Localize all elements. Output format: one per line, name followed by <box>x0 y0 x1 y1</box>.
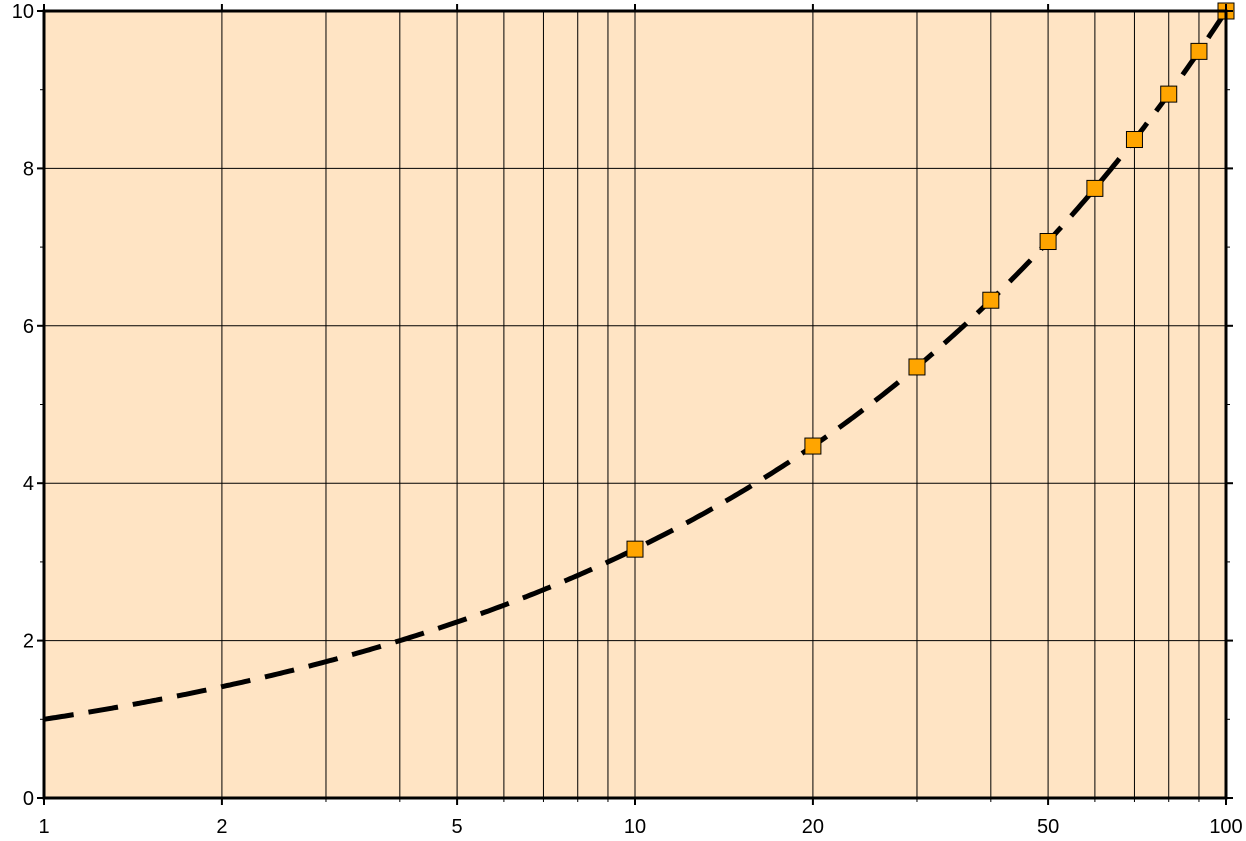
gridlines <box>44 11 1226 798</box>
marker <box>626 540 644 558</box>
y-tick-label: 8 <box>23 158 34 180</box>
x-tick-label: 10 <box>624 816 646 836</box>
curve-path <box>43 9 1229 722</box>
y-tick-label: 4 <box>23 473 34 495</box>
marker <box>804 437 822 455</box>
marker <box>1125 131 1143 149</box>
y-tick-label: 0 <box>23 788 34 810</box>
tick-labels: 1 2 5 10 20 50 100 0 2 4 6 8 10 <box>12 1 1243 838</box>
marker <box>1086 179 1104 197</box>
axis-ticks <box>37 4 1233 805</box>
x-tick-label: 20 <box>802 816 824 836</box>
marker <box>1160 85 1178 103</box>
sqrt-curve <box>43 9 1229 722</box>
data-markers <box>626 2 1235 558</box>
x-tick-label: 5 <box>452 816 463 836</box>
x-tick-label: 100 <box>1209 816 1242 836</box>
marker <box>1190 42 1208 60</box>
x-tick-label: 2 <box>216 816 227 836</box>
y-tick-label: 10 <box>12 1 34 23</box>
y-tick-label: 2 <box>23 631 34 653</box>
marker <box>1039 233 1057 251</box>
x-tick-label: 1 <box>38 816 49 836</box>
marker <box>908 358 926 376</box>
x-tick-label: 50 <box>1037 816 1059 836</box>
marker <box>982 291 1000 309</box>
y-tick-label: 6 <box>23 316 34 338</box>
